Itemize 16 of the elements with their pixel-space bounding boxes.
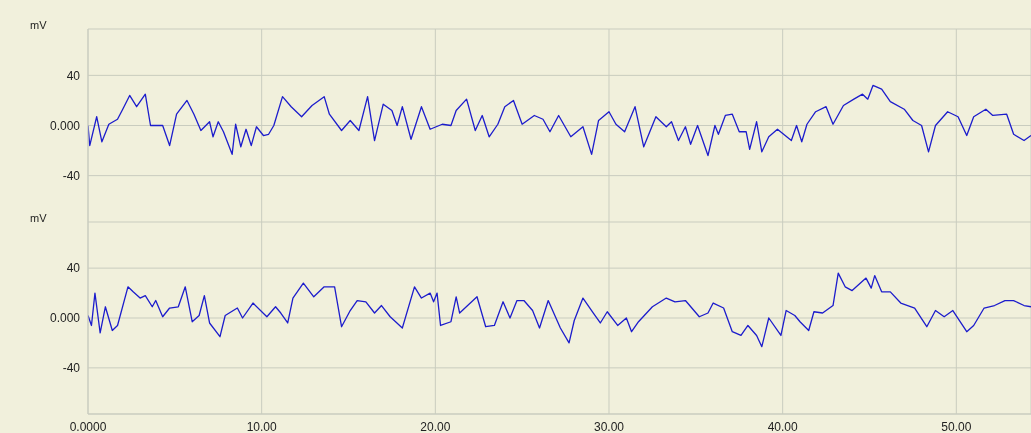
y-tick-label: -40	[62, 168, 81, 183]
y-tick-label: 0.000	[49, 118, 81, 133]
y-tick-label: 0.000	[49, 311, 81, 326]
x-tick-label: 30.00	[593, 419, 625, 433]
x-tick-label: 50.00	[941, 419, 972, 433]
y-tick-label: -40	[62, 361, 81, 376]
y-axis-title: mV	[30, 19, 47, 31]
y-tick-label: 40	[66, 68, 81, 83]
x-tick-label: 0.0000	[69, 419, 107, 433]
y-axis-title: mV	[30, 212, 47, 224]
line-series	[88, 272, 1031, 348]
x-tick-label: 10.00	[246, 419, 277, 433]
y-tick-label: 40	[66, 261, 81, 276]
x-tick-label: 20.00	[420, 419, 451, 433]
x-tick-label: 40.00	[767, 419, 798, 433]
line-series	[88, 84, 1031, 157]
